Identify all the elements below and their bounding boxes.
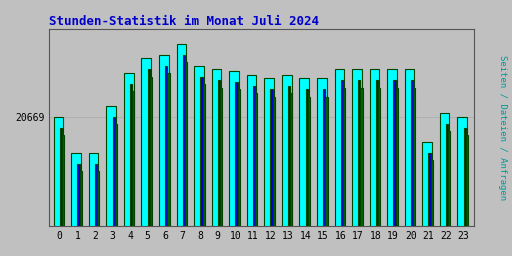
Bar — [411, 80, 413, 256]
Bar — [200, 77, 203, 256]
Bar — [62, 135, 64, 256]
Bar — [165, 66, 167, 256]
Bar — [113, 117, 115, 256]
Bar — [185, 62, 187, 256]
Bar — [325, 97, 328, 256]
Bar — [446, 124, 448, 256]
Bar — [79, 172, 82, 256]
Bar — [147, 69, 150, 256]
Bar — [238, 89, 240, 256]
Bar — [340, 80, 343, 256]
Bar — [352, 69, 361, 256]
Bar — [60, 128, 62, 256]
Bar — [422, 142, 432, 256]
Bar — [159, 55, 168, 256]
Bar — [247, 75, 257, 256]
Bar — [288, 86, 290, 256]
Bar — [358, 80, 360, 256]
Bar — [323, 89, 326, 256]
Bar — [97, 172, 99, 256]
Bar — [183, 55, 185, 256]
Bar — [177, 44, 186, 256]
Bar — [211, 69, 221, 256]
Bar — [404, 69, 414, 256]
Bar — [290, 93, 292, 256]
Bar — [465, 135, 468, 256]
Bar — [167, 73, 169, 256]
Bar — [376, 80, 378, 256]
Bar — [77, 164, 80, 256]
Bar — [95, 164, 97, 256]
Bar — [413, 88, 415, 256]
Bar — [360, 88, 362, 256]
Bar — [306, 89, 308, 256]
Bar — [378, 88, 380, 256]
Bar — [218, 80, 220, 256]
Bar — [429, 153, 431, 256]
Bar — [236, 82, 238, 256]
Bar — [253, 86, 255, 256]
Bar — [448, 131, 451, 256]
Bar — [334, 69, 344, 256]
Bar — [71, 153, 81, 256]
Bar — [393, 80, 396, 256]
Bar — [150, 77, 152, 256]
Text: Seiten / Dateien / Anfragen: Seiten / Dateien / Anfragen — [498, 56, 507, 200]
Bar — [255, 93, 258, 256]
Bar — [202, 84, 205, 256]
Bar — [457, 117, 467, 256]
Bar — [440, 113, 450, 256]
Bar — [370, 69, 379, 256]
Bar — [220, 88, 222, 256]
Bar — [270, 89, 273, 256]
Bar — [282, 75, 291, 256]
Bar — [229, 71, 239, 256]
Bar — [141, 58, 151, 256]
Bar — [124, 73, 134, 256]
Bar — [115, 124, 117, 256]
Bar — [54, 117, 63, 256]
Bar — [89, 153, 98, 256]
Bar — [308, 97, 310, 256]
Bar — [463, 128, 466, 256]
Bar — [264, 78, 274, 256]
Bar — [431, 161, 433, 256]
Bar — [387, 69, 397, 256]
Bar — [130, 84, 132, 256]
Bar — [317, 78, 327, 256]
Bar — [300, 78, 309, 256]
Bar — [132, 91, 135, 256]
Bar — [106, 106, 116, 256]
Bar — [272, 97, 275, 256]
Bar — [343, 88, 345, 256]
Text: Stunden-Statistik im Monat Juli 2024: Stunden-Statistik im Monat Juli 2024 — [49, 15, 319, 28]
Bar — [194, 66, 204, 256]
Bar — [395, 88, 398, 256]
